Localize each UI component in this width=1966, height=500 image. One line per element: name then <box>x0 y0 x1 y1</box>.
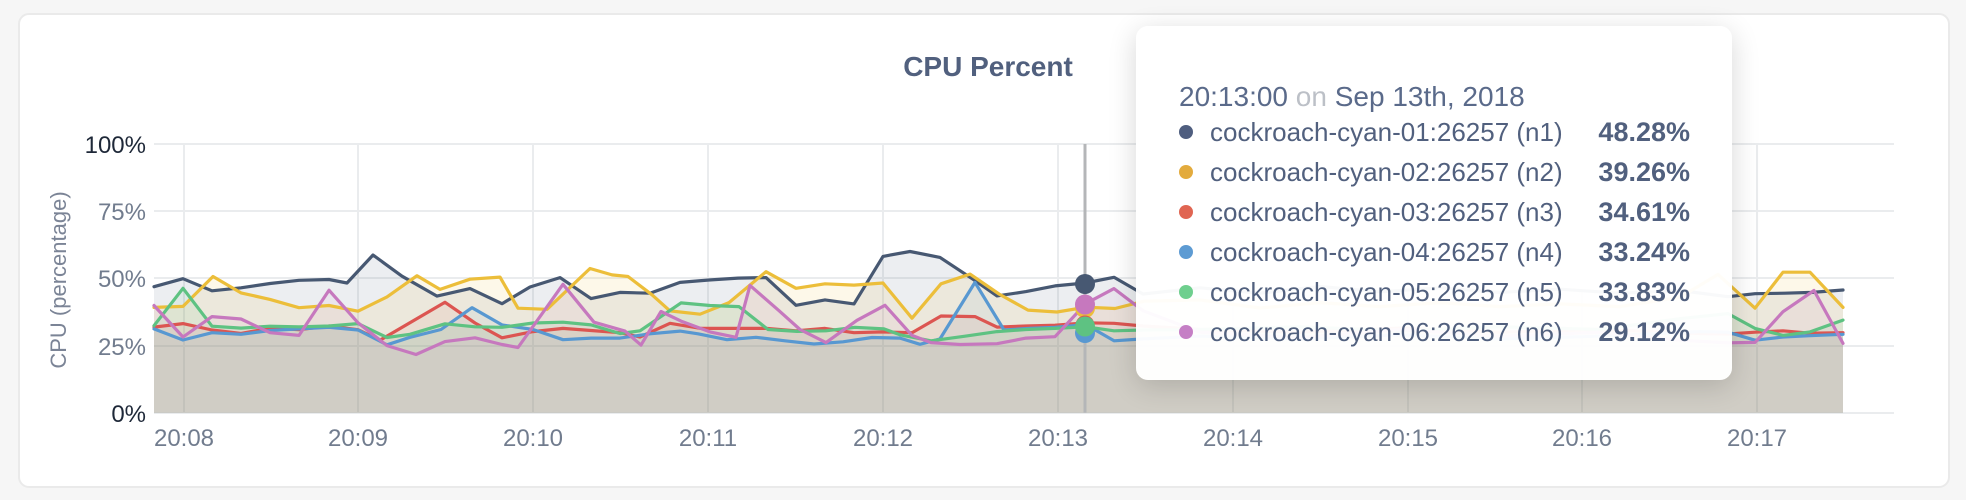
svg-text:20:13: 20:13 <box>1028 425 1088 452</box>
svg-text:20:17: 20:17 <box>1727 425 1787 452</box>
svg-text:20:12: 20:12 <box>853 425 913 452</box>
svg-text:20:14: 20:14 <box>1203 425 1263 452</box>
svg-text:20:16: 20:16 <box>1552 425 1612 452</box>
svg-text:CPU Percent: CPU Percent <box>903 51 1073 82</box>
svg-text:20:09: 20:09 <box>328 425 388 452</box>
svg-text:100%: 100% <box>85 132 146 159</box>
svg-text:20:10: 20:10 <box>503 425 563 452</box>
svg-text:CPU (percentage): CPU (percentage) <box>46 191 71 368</box>
svg-text:20:15: 20:15 <box>1378 425 1438 452</box>
svg-text:75%: 75% <box>98 199 146 226</box>
svg-text:0%: 0% <box>111 401 146 428</box>
svg-text:20:08: 20:08 <box>154 425 214 452</box>
svg-text:50%: 50% <box>98 266 146 293</box>
svg-text:25%: 25% <box>98 334 146 361</box>
svg-text:20:11: 20:11 <box>679 425 737 452</box>
